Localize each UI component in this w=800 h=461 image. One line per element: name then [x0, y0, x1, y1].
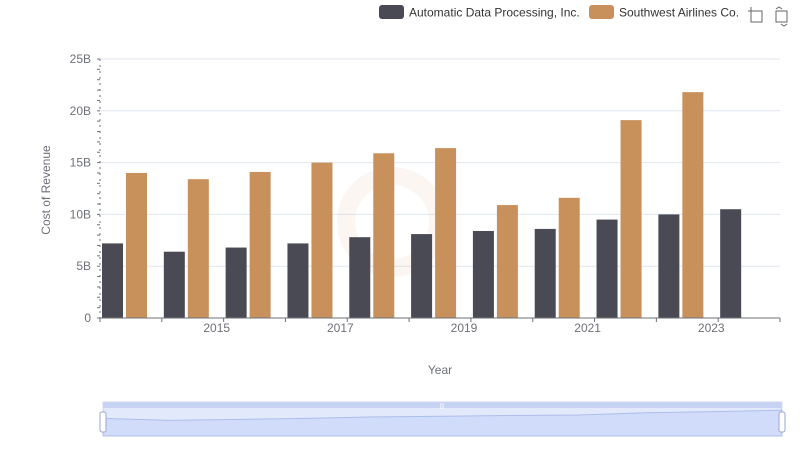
x-tick-labels: 2015 2017 2019 2021 2023 [203, 321, 725, 335]
bar-adp-2024[interactable] [720, 209, 742, 318]
y-tick-label: 25B [70, 52, 91, 66]
bar-adp-2020[interactable] [472, 230, 494, 318]
x-tick-label: 2023 [698, 321, 725, 335]
x-tick-label: 2021 [574, 321, 601, 335]
slider-preview-area [102, 409, 783, 437]
legend-swatch-southwest [589, 5, 614, 19]
slider-top-bar[interactable] [103, 402, 782, 408]
bar-adp-2018[interactable] [349, 237, 371, 318]
zoom-icon[interactable] [748, 7, 763, 23]
bar-southwest-2014[interactable] [126, 172, 147, 318]
data-zoom-slider[interactable]: ||| [99, 401, 786, 437]
y-tick-labels: 0 5B 10B 15B 20B 25B [70, 52, 92, 325]
bar-southwest-2021[interactable] [558, 197, 580, 318]
bar-adp-2021[interactable] [534, 228, 556, 318]
x-axis-title: Year [428, 363, 452, 377]
bar-southwest-2015[interactable] [187, 179, 209, 318]
y-tick-label: 5B [76, 259, 91, 273]
bar-southwest-2018[interactable] [373, 153, 395, 318]
bar-southwest-2022[interactable] [620, 120, 642, 319]
slider-handle-left[interactable] [99, 411, 107, 433]
bar-adp-2014[interactable] [102, 243, 123, 318]
y-axis-title: Cost of Revenue [39, 145, 53, 235]
y-tick-label: 15B [70, 156, 91, 170]
axes-group [97, 58, 781, 322]
legend-item-adp[interactable]: Automatic Data Processing, Inc. [379, 5, 580, 20]
bar-southwest-2020[interactable] [496, 205, 518, 318]
bar-adp-2023[interactable] [658, 214, 680, 318]
bars-group [102, 92, 742, 319]
legend-item-southwest[interactable]: Southwest Airlines Co. [589, 5, 739, 20]
bar-adp-2017[interactable] [287, 243, 309, 318]
legend-swatch-adp [379, 5, 404, 19]
y-tick-label: 10B [70, 207, 91, 221]
slider-center-grip[interactable]: ||| [440, 404, 445, 410]
x-tick-label: 2017 [327, 321, 354, 335]
x-tick-label: 2015 [203, 321, 230, 335]
bar-adp-2016[interactable] [225, 247, 247, 318]
bar-southwest-2019[interactable] [435, 148, 457, 318]
slider-handle-right[interactable] [778, 411, 786, 433]
bar-southwest-2023[interactable] [682, 92, 704, 318]
bar-southwest-2016[interactable] [249, 171, 271, 318]
bar-adp-2022[interactable] [596, 219, 618, 318]
bar-southwest-2017[interactable] [311, 162, 333, 318]
bar-adp-2015[interactable] [163, 251, 185, 318]
restore-icon[interactable] [775, 6, 788, 27]
legend: Automatic Data Processing, Inc. Southwes… [379, 5, 739, 20]
x-tick-label: 2019 [451, 321, 478, 335]
legend-label-adp: Automatic Data Processing, Inc. [409, 6, 580, 20]
legend-label-southwest: Southwest Airlines Co. [619, 6, 739, 20]
bar-adp-2019[interactable] [411, 234, 433, 318]
y-tick-label: 0 [84, 311, 91, 325]
y-tick-label: 20B [70, 104, 91, 118]
